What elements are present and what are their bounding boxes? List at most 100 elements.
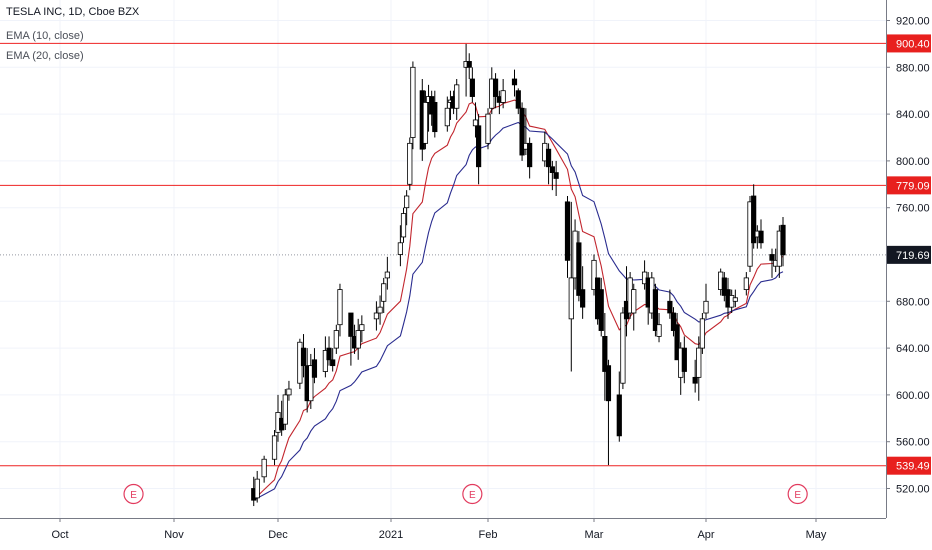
candle[interactable] xyxy=(333,324,339,354)
candle[interactable] xyxy=(463,43,469,97)
candle[interactable] xyxy=(699,313,705,354)
candle[interactable] xyxy=(605,359,612,466)
candle[interactable] xyxy=(492,73,499,109)
candle[interactable] xyxy=(692,359,698,393)
candle[interactable] xyxy=(282,389,288,430)
price-level-tag-text: 779.09 xyxy=(896,180,930,192)
candle[interactable] xyxy=(515,88,521,115)
price-level-tag[interactable]: 900.40 xyxy=(887,34,931,53)
candle[interactable] xyxy=(500,79,506,109)
candle[interactable] xyxy=(397,225,403,267)
earnings-marker[interactable]: E xyxy=(462,483,483,505)
price-axis[interactable]: 920.00 880.00 840.00 800.00 760.00 680.00 640.… xyxy=(886,0,932,550)
candle[interactable] xyxy=(466,53,472,79)
candle[interactable] xyxy=(326,336,332,366)
candle-body xyxy=(751,195,757,244)
candle[interactable] xyxy=(469,67,475,103)
candle[interactable] xyxy=(348,312,354,366)
candle[interactable] xyxy=(549,160,555,191)
price-level-tag[interactable]: 779.09 xyxy=(887,176,931,195)
candle[interactable] xyxy=(271,430,278,466)
ema10-legend[interactable]: EMA (10, close) xyxy=(6,30,84,42)
candlestick-series[interactable] xyxy=(251,43,786,507)
price-level-tag[interactable]: 539.49 xyxy=(887,456,931,475)
candle[interactable] xyxy=(454,79,460,120)
candle[interactable] xyxy=(407,137,413,191)
earnings-marker[interactable]: E xyxy=(123,483,144,505)
last-price-tag[interactable]: 719.69 xyxy=(887,245,931,264)
ema20-legend[interactable]: EMA (20, close) xyxy=(6,50,84,62)
candle[interactable] xyxy=(444,96,450,132)
candle[interactable] xyxy=(355,318,361,360)
candle[interactable] xyxy=(404,190,410,226)
candle[interactable] xyxy=(721,272,727,302)
candle[interactable] xyxy=(337,283,343,337)
candle-body xyxy=(485,113,491,144)
candle[interactable] xyxy=(410,61,416,150)
candle[interactable] xyxy=(527,137,533,179)
candle[interactable] xyxy=(553,160,559,196)
candle[interactable] xyxy=(511,69,518,97)
candle[interactable] xyxy=(422,90,429,150)
candle-body xyxy=(743,277,749,290)
candle[interactable] xyxy=(311,348,318,384)
candle[interactable] xyxy=(300,334,307,378)
candle[interactable] xyxy=(703,283,709,319)
candle[interactable] xyxy=(631,283,637,331)
candle[interactable] xyxy=(667,289,673,319)
candle[interactable] xyxy=(308,353,314,409)
candle[interactable] xyxy=(381,277,387,313)
candle[interactable] xyxy=(656,313,662,343)
candle[interactable] xyxy=(576,231,582,302)
candle-body xyxy=(454,84,460,109)
candle[interactable] xyxy=(591,254,597,296)
symbol-title[interactable]: TESLA INC, 1D, Cboe BZX xyxy=(6,6,140,18)
candle[interactable] xyxy=(568,201,574,372)
horizontal-price-levels[interactable] xyxy=(0,42,886,467)
candle[interactable] xyxy=(564,196,571,278)
candle[interactable] xyxy=(620,307,626,390)
candle[interactable] xyxy=(670,307,677,337)
candle-body xyxy=(519,107,525,156)
candle-body xyxy=(472,119,479,127)
candle[interactable] xyxy=(373,301,380,331)
candle-body xyxy=(692,376,698,384)
candle[interactable] xyxy=(485,108,491,150)
candle[interactable] xyxy=(616,371,622,442)
candle[interactable] xyxy=(598,277,604,337)
candle[interactable] xyxy=(732,289,738,308)
candle[interactable] xyxy=(743,272,749,296)
candle[interactable] xyxy=(674,313,680,361)
candle[interactable] xyxy=(758,219,764,249)
candle[interactable] xyxy=(696,336,702,401)
candle[interactable] xyxy=(652,283,659,337)
candle[interactable] xyxy=(780,217,786,267)
candle[interactable] xyxy=(286,380,292,401)
candle[interactable] xyxy=(377,295,383,325)
earnings-marker[interactable]: E xyxy=(787,483,808,505)
candle[interactable] xyxy=(322,336,328,378)
candle[interactable] xyxy=(359,315,365,343)
candle[interactable] xyxy=(681,336,687,384)
candle[interactable] xyxy=(432,90,438,138)
earnings-label: E xyxy=(130,490,137,501)
candle-body xyxy=(373,312,380,320)
candle[interactable] xyxy=(330,348,336,372)
candle[interactable] xyxy=(254,470,260,503)
candle[interactable] xyxy=(384,256,390,290)
candle[interactable] xyxy=(261,455,267,483)
candle[interactable] xyxy=(580,266,586,319)
x-tick-label: Apr xyxy=(697,529,714,541)
time-axis[interactable]: Oct Nov Dec 2021 Feb Mar Apr May xyxy=(0,518,886,550)
candle[interactable] xyxy=(472,102,479,138)
candle[interactable] xyxy=(476,114,482,185)
candle[interactable] xyxy=(769,248,775,278)
candle[interactable] xyxy=(751,184,757,249)
candle[interactable] xyxy=(519,102,525,161)
candle[interactable] xyxy=(400,207,407,243)
candle[interactable] xyxy=(545,143,552,185)
candle[interactable] xyxy=(602,313,608,401)
candle-body xyxy=(515,90,521,109)
